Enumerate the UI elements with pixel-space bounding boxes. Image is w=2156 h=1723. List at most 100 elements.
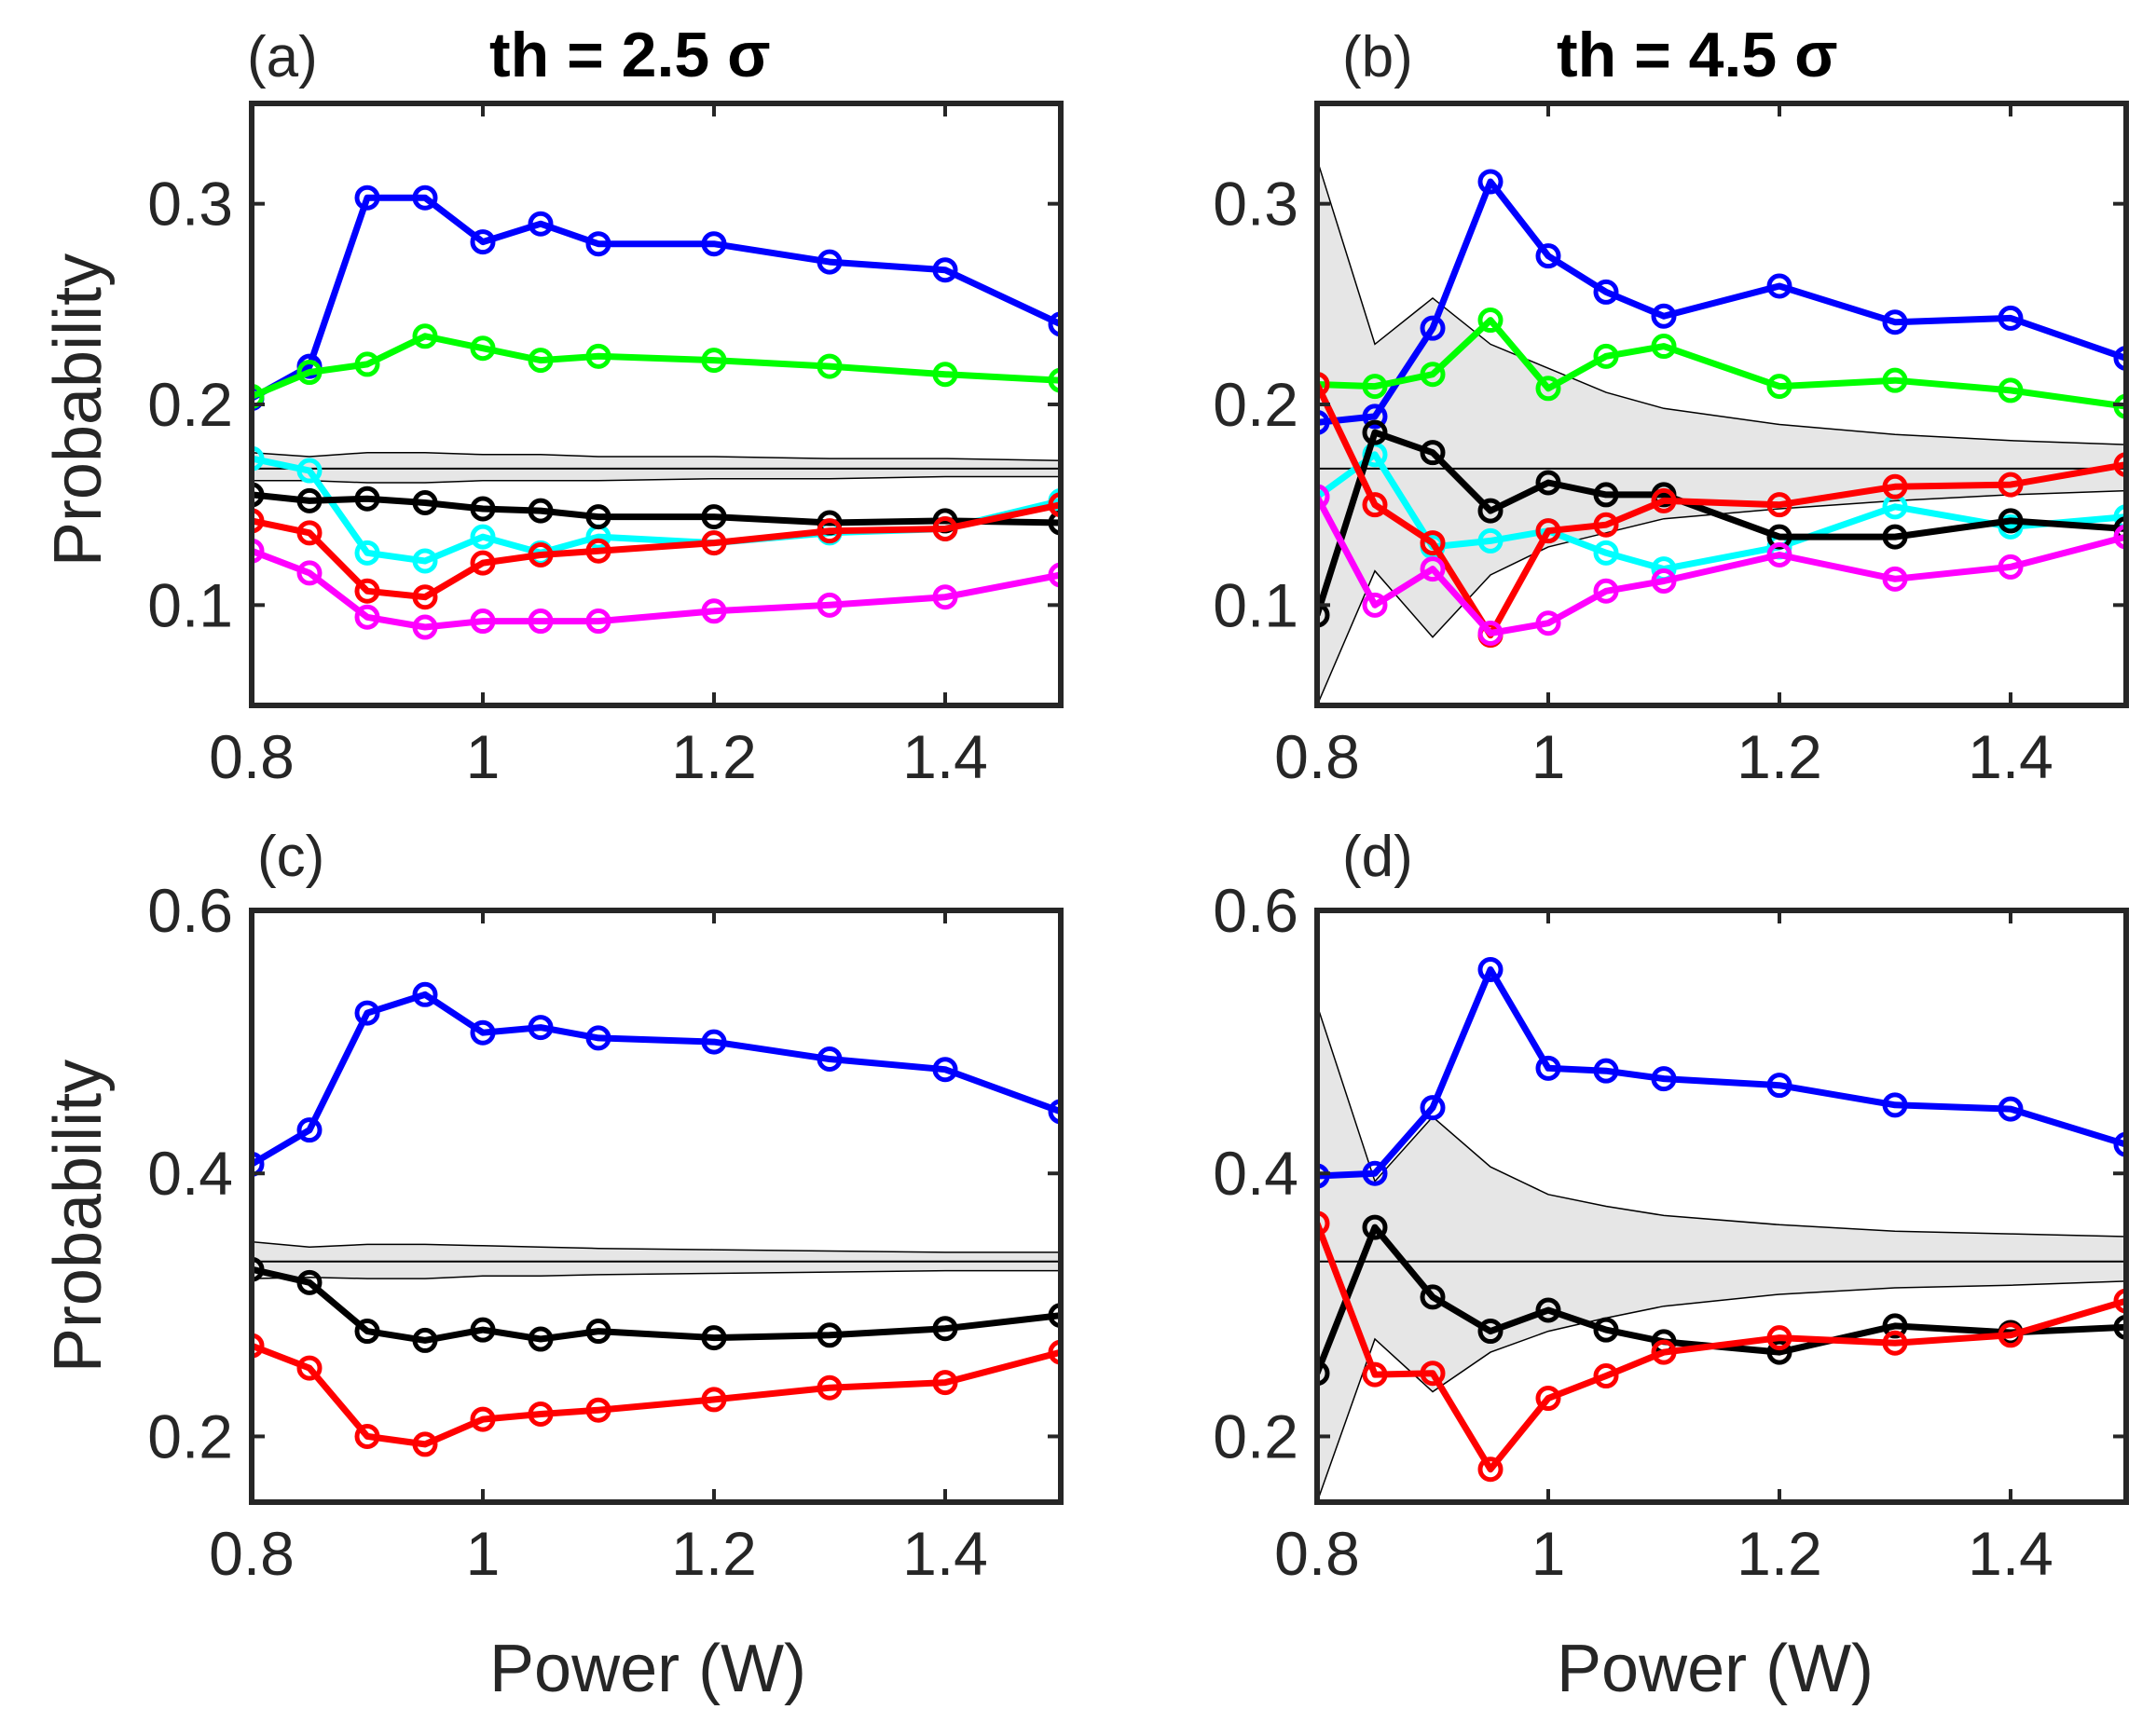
data-point-red — [1317, 371, 1330, 397]
x-tick-label: 1 — [1531, 722, 1566, 791]
data-point-green — [1362, 374, 1388, 400]
data-point-blue — [252, 1151, 265, 1177]
series-line-red — [1317, 1222, 2126, 1473]
data-point-red — [296, 1355, 323, 1381]
data-point-magenta — [1998, 554, 2024, 580]
data-point-magenta — [1477, 620, 1504, 646]
data-point-black — [932, 1316, 958, 1342]
data-point-black — [1535, 1297, 1561, 1323]
data-point-black — [1593, 1317, 1619, 1343]
data-point-red — [1477, 1456, 1504, 1483]
data-point-magenta — [585, 609, 611, 635]
data-point-blue — [470, 1019, 496, 1046]
data-point-black — [817, 1322, 843, 1348]
series-line-red — [252, 501, 1061, 601]
axes-layer: 0.8 1 1.2 1.4 0.1 0.2 0.3 — [147, 101, 1064, 791]
data-point-black — [296, 1269, 323, 1295]
data-point-blue — [1317, 409, 1330, 435]
data-point-green — [585, 343, 611, 369]
data-point-black — [1998, 508, 2024, 534]
data-point-blue — [817, 249, 843, 275]
x-tick-label: 0.8 — [209, 722, 295, 791]
panel-c: 0.8 1 1.2 1.4 0.2 0.4 0.6 (c) Probability Powe… — [41, 825, 1064, 1706]
series-line-black — [1317, 1224, 2126, 1374]
x-tick-label: 1.4 — [902, 722, 988, 791]
y-axis-label: Probability — [41, 253, 116, 567]
data-point-blue — [585, 231, 611, 257]
data-point-magenta — [1317, 484, 1330, 510]
data-point-blue — [296, 1117, 323, 1143]
y-tick-label: 0.2 — [1213, 370, 1298, 439]
data-point-green — [1535, 376, 1561, 402]
data-point-red — [585, 538, 611, 564]
panel-title: th = 2.5 σ — [489, 20, 771, 90]
data-point-green — [1766, 374, 1792, 400]
data-point-blue — [1593, 279, 1619, 305]
y-tick-label: 0.6 — [147, 876, 233, 945]
data-point-green — [252, 383, 265, 409]
data-point-magenta — [528, 609, 554, 635]
data-point-red — [1420, 1361, 1446, 1387]
data-point-black — [1766, 524, 1792, 550]
data-point-black — [1593, 482, 1619, 508]
data-point-black — [1477, 1319, 1504, 1345]
data-point-blue — [932, 257, 958, 283]
series-line-black — [252, 491, 1061, 526]
data-point-blue — [1048, 311, 1061, 337]
data-point-red — [412, 1431, 438, 1457]
y-tick-label: 0.1 — [147, 570, 233, 639]
panel-label: (a) — [247, 25, 318, 89]
data-point-red — [412, 584, 438, 610]
data-point-blue — [1362, 403, 1388, 430]
data-point-red — [1882, 1330, 1908, 1356]
data-point-black — [1317, 1361, 1330, 1387]
axes-layer: 0.8 1 1.2 1.4 0.1 0.2 0.3 — [1213, 101, 2129, 791]
data-point-red — [470, 550, 496, 576]
data-point-black — [2113, 1314, 2126, 1340]
x-tick-label: 0.8 — [1274, 1519, 1360, 1588]
data-point-black — [1317, 602, 1330, 628]
data-point-black — [1766, 1339, 1792, 1365]
x-tick-label: 0.8 — [1274, 722, 1360, 791]
series-line-cyan — [1317, 451, 2126, 573]
data-point-magenta — [1420, 556, 1446, 582]
data-point-magenta — [1593, 578, 1619, 604]
data-point-red — [1593, 1363, 1619, 1389]
x-tick-label: 1 — [466, 1519, 501, 1588]
x-tick-label: 1.2 — [671, 722, 757, 791]
data-point-green — [701, 348, 727, 374]
data-point-red — [1420, 530, 1446, 556]
data-point-blue — [1535, 243, 1561, 269]
data-point-green — [1651, 334, 1677, 360]
y-tick-label: 0.3 — [1213, 170, 1298, 239]
x-tick-label: 1 — [466, 722, 501, 791]
data-point-magenta — [1651, 567, 1677, 594]
y-tick-label: 0.6 — [1213, 876, 1298, 945]
confidence-band — [1317, 159, 2126, 705]
data-point-black — [528, 498, 554, 524]
data-point-red — [1766, 492, 1792, 518]
data-point-magenta — [1048, 562, 1061, 588]
data-point-black — [701, 1325, 727, 1351]
y-tick-label: 0.1 — [1213, 570, 1298, 639]
data-point-blue — [585, 1025, 611, 1051]
data-point-blue — [1766, 1073, 1792, 1099]
axes-layer: 0.8 1 1.2 1.4 0.2 0.4 0.6 — [1213, 876, 2129, 1588]
series-line-red — [252, 1342, 1061, 1448]
data-point-black — [1882, 1313, 1908, 1339]
y-tick-label: 0.2 — [147, 1402, 233, 1470]
axes-layer: 0.8 1 1.2 1.4 0.2 0.4 0.6 — [147, 876, 1064, 1588]
data-point-blue — [1998, 1096, 2024, 1122]
data-point-red — [2113, 452, 2126, 478]
x-axis-label: Power (W) — [1557, 1632, 1874, 1706]
data-point-black — [585, 504, 611, 530]
data-point-black — [252, 1256, 265, 1282]
confidence-band — [252, 1240, 1061, 1279]
panel-a: 0.8 1 1.2 1.4 0.1 0.2 0.3 (a) th = 2.5 σ Proba… — [41, 20, 1064, 791]
data-point-red — [932, 516, 958, 542]
data-point-red — [817, 1374, 843, 1401]
data-point-blue — [470, 229, 496, 255]
series-line-green — [252, 333, 1061, 400]
data-point-green — [1882, 367, 1908, 393]
axes-frame — [249, 908, 1064, 1505]
